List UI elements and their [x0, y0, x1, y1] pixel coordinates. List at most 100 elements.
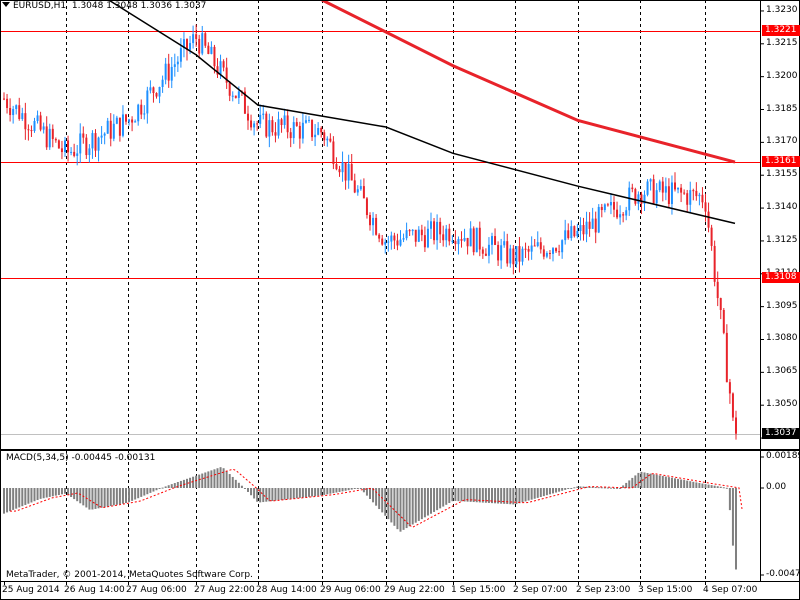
- price-tick-label: 1.3200: [766, 70, 798, 81]
- chevron-down-icon[interactable]: [2, 2, 10, 7]
- macd-bar: [326, 488, 329, 495]
- candle-body: [463, 238, 466, 241]
- candle-body: [509, 248, 512, 264]
- candle-body: [186, 39, 188, 50]
- macd-bar: [582, 486, 585, 488]
- candle-body: [128, 119, 131, 122]
- candle-body: [423, 235, 426, 248]
- candle-body: [637, 194, 640, 204]
- candle-body: [369, 215, 371, 226]
- candle-body: [451, 240, 454, 242]
- macd-bar: [426, 488, 429, 516]
- macd-bar: [347, 488, 350, 491]
- macd-bar: [628, 480, 631, 488]
- macd-bar: [481, 488, 484, 503]
- candle-body: [179, 48, 182, 62]
- candle-body: [54, 138, 57, 141]
- macd-bar: [115, 488, 118, 505]
- macd-bar: [42, 488, 45, 499]
- macd-bar: [301, 488, 304, 498]
- macd-bar: [487, 488, 490, 503]
- macd-bar: [39, 488, 42, 499]
- macd-bar: [298, 488, 301, 498]
- candle-body: [634, 189, 637, 204]
- candle-body: [530, 245, 533, 252]
- macd-bar: [542, 488, 545, 497]
- candle-body: [670, 182, 673, 205]
- macd-bar: [112, 488, 115, 506]
- macd-bar: [234, 479, 237, 488]
- macd-bar: [280, 488, 283, 500]
- candle-body: [707, 211, 710, 228]
- macd-bar: [405, 488, 408, 529]
- copyright-text: MetaTrader, © 2001-2014, MetaQuotes Soft…: [6, 570, 253, 580]
- macd-bar: [295, 488, 298, 499]
- candle-body: [704, 202, 707, 212]
- macd-bar: [625, 482, 628, 488]
- macd-bar: [603, 487, 606, 489]
- candle-body: [527, 249, 530, 252]
- candle-body: [350, 164, 353, 181]
- candle-body: [689, 190, 692, 205]
- macd-bar: [667, 477, 670, 488]
- macd-bar: [94, 488, 97, 509]
- candle-body: [515, 246, 518, 265]
- macd-bar: [356, 488, 359, 489]
- macd-bar: [18, 488, 21, 508]
- candle-body: [359, 186, 362, 190]
- macd-bar: [45, 488, 48, 498]
- macd-bar: [390, 488, 393, 523]
- macd-bar: [268, 488, 271, 502]
- candle-body: [277, 119, 280, 136]
- macd-bar: [497, 488, 500, 504]
- macd-bar: [606, 487, 609, 489]
- candle-body: [323, 132, 326, 141]
- macd-bar: [414, 488, 417, 523]
- candle-body: [731, 393, 734, 418]
- candle-body: [643, 194, 646, 204]
- macd-bar: [484, 488, 487, 503]
- candle-body: [36, 115, 39, 121]
- price-tag: 1.3037: [762, 427, 800, 439]
- candle-body: [100, 135, 103, 138]
- macd-bar: [652, 474, 655, 488]
- candle-body: [405, 230, 408, 239]
- time-tick-label: 28 Aug 14:00: [256, 585, 317, 595]
- price-tick-label: 1.3095: [766, 300, 798, 311]
- candle-body: [39, 115, 42, 130]
- macd-values: -0.00445 -0.00131: [71, 453, 156, 463]
- candle-body: [73, 151, 76, 156]
- candle-body: [365, 198, 368, 216]
- macd-signal-line: [10, 468, 743, 528]
- macd-bar: [64, 488, 66, 494]
- macd-bar: [655, 474, 658, 488]
- macd-bar: [48, 488, 51, 497]
- macd-bar: [433, 488, 436, 512]
- macd-bar: [695, 482, 698, 488]
- candle-body: [436, 221, 439, 241]
- macd-bar: [622, 485, 625, 488]
- candle-body: [442, 234, 445, 241]
- macd-bar: [222, 468, 225, 488]
- macd-bar: [176, 481, 179, 488]
- candle-body: [338, 169, 341, 173]
- candle-body: [189, 43, 192, 50]
- macd-bar: [457, 488, 460, 502]
- macd-bar: [692, 481, 695, 488]
- candle-body: [381, 238, 384, 245]
- candle-body: [198, 38, 201, 54]
- macd-bar: [384, 488, 387, 516]
- macd-bar: [527, 488, 530, 501]
- candle-body: [680, 187, 683, 193]
- macd-bar: [91, 488, 94, 510]
- macd-bar: [375, 488, 378, 506]
- candle-body: [51, 128, 54, 139]
- candle-body: [234, 95, 237, 98]
- macd-bar: [167, 485, 170, 488]
- candle-body: [265, 113, 268, 137]
- macd-bar: [469, 488, 472, 502]
- candle-body: [250, 120, 253, 128]
- candle-body: [646, 181, 649, 195]
- candle-body: [295, 122, 298, 126]
